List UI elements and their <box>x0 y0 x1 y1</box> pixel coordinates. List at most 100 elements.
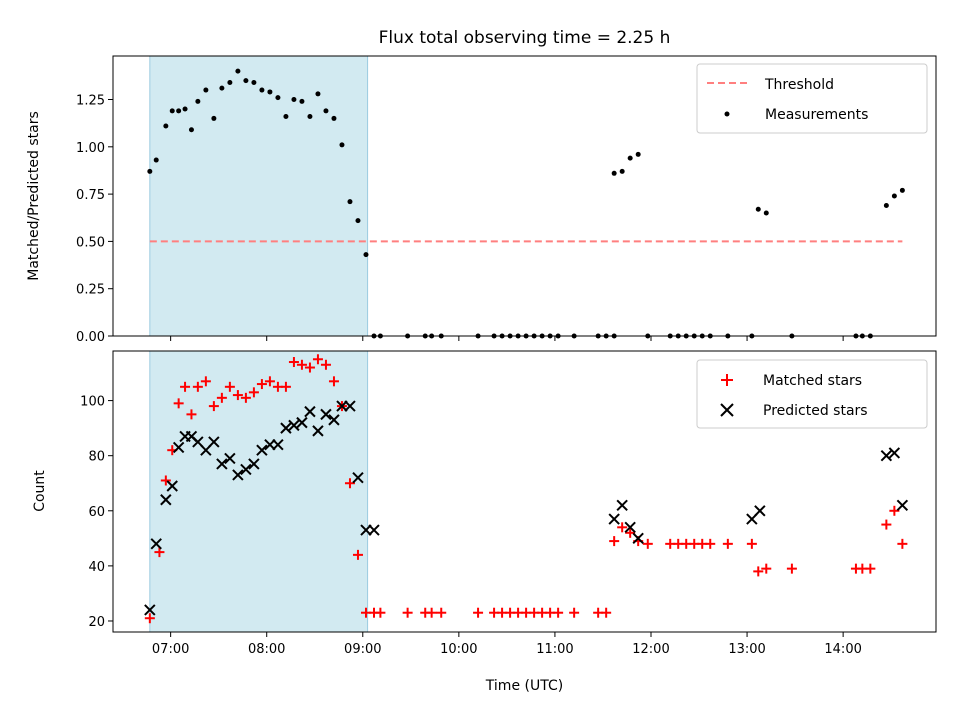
predicted-star-point <box>754 505 766 517</box>
matched-star-point <box>248 387 259 398</box>
predicted-star-point <box>172 441 185 454</box>
x-tick-label: 12:00 <box>632 642 669 657</box>
predicted-star-point <box>880 449 893 462</box>
measurement-point <box>251 79 257 85</box>
predicted-star-point <box>150 538 162 550</box>
measurement-point <box>883 202 889 208</box>
top-axes-frame <box>112 55 937 337</box>
predicted-star-point <box>632 532 644 545</box>
legend-threshold-label: Threshold <box>764 77 834 93</box>
predicted-star-point <box>232 469 244 481</box>
top-legend: Threshold Measurements <box>696 63 928 134</box>
x-tick-label: 11:00 <box>536 642 573 657</box>
matched-star-point <box>617 522 628 533</box>
bottom-observing-span <box>149 350 369 633</box>
measurement-point <box>243 78 249 84</box>
bottom-y-tick-label: 80 <box>88 450 105 465</box>
matched-star-point <box>256 379 267 390</box>
measurement-point <box>283 114 289 120</box>
x-tick-label: 10:00 <box>440 642 477 657</box>
matched-star-point <box>173 398 184 409</box>
top-y-tick-label: 1.00 <box>76 141 105 156</box>
matched-star-point <box>160 475 171 486</box>
top-y-tick-label: 0.75 <box>76 188 105 203</box>
measurement-point <box>363 252 369 258</box>
predicted-star-point <box>312 425 324 437</box>
matched-star-point <box>328 376 339 387</box>
measurement-point <box>188 127 194 133</box>
x-tick-label: 09:00 <box>344 642 381 657</box>
top-axis-ticks: 0.00 0.25 0.50 0.75 1.00 1.25 <box>76 94 844 345</box>
matched-star-point <box>344 478 355 489</box>
top-legend-box <box>696 63 928 134</box>
top-chart-title: Flux total observing time = 2.25 h <box>379 28 671 48</box>
predicted-star-point <box>344 400 356 412</box>
bottom-panel: 07:00 08:00 09:00 10:00 11:00 12:00 13:00 14:00… <box>32 350 937 694</box>
matched-star-point <box>436 607 447 618</box>
matched-star-point <box>761 563 772 574</box>
legend-measurements-label: Measurements <box>765 107 868 123</box>
matched-star-point <box>154 547 165 558</box>
predicted-star-point <box>368 524 380 536</box>
predicted-star-point <box>888 447 901 459</box>
matched-star-point <box>320 359 331 370</box>
measurement-point <box>627 155 633 161</box>
matched-star-point <box>208 401 219 412</box>
predicted-star-point <box>624 521 636 534</box>
top-observing-span <box>149 55 369 337</box>
matched-star-point <box>186 409 197 420</box>
top-y-tick-label: 0.50 <box>76 235 105 250</box>
predicted-star-point <box>896 499 909 511</box>
measurement-point <box>339 142 345 148</box>
matched-star-point <box>705 538 716 549</box>
legend-matched-label: Matched stars <box>763 373 862 389</box>
predicted-stars-points <box>144 400 909 616</box>
matched-star-point <box>296 359 307 370</box>
bottom-legend-box <box>696 359 928 429</box>
matched-star-point <box>569 607 580 618</box>
predicted-star-point <box>248 458 260 470</box>
measurement-point <box>755 206 761 212</box>
matched-star-point <box>753 566 764 577</box>
bottom-y-tick-label: 100 <box>80 395 105 410</box>
top-panel: 0.00 0.25 0.50 0.75 1.00 1.25 Flux total obse… <box>26 28 937 345</box>
legend-matched-swatch <box>721 374 733 386</box>
predicted-star-point <box>208 436 220 448</box>
matched-star-point <box>264 376 275 387</box>
measurement-point <box>211 115 217 121</box>
bottom-y-tick-label: 40 <box>88 560 105 575</box>
matched-star-point <box>426 607 437 618</box>
measurement-point <box>227 79 233 85</box>
measurement-point <box>307 114 313 120</box>
predicted-star-point <box>616 499 628 511</box>
matched-star-point <box>625 527 636 538</box>
matched-star-point <box>192 381 203 392</box>
legend-predicted-label: Predicted stars <box>763 403 868 419</box>
measurement-point <box>147 168 153 174</box>
matched-star-point <box>288 357 299 368</box>
measurement-point <box>169 108 175 114</box>
bottom-axis-ticks: 07:00 08:00 09:00 10:00 11:00 12:00 13:00 14:00… <box>80 395 862 657</box>
x-tick-label: 08:00 <box>248 642 285 657</box>
measurement-point <box>176 108 182 114</box>
top-y-tick-label: 1.25 <box>76 94 105 109</box>
matched-star-point <box>402 607 413 618</box>
measurement-point <box>203 87 209 93</box>
x-tick-label: 13:00 <box>728 642 765 657</box>
predicted-star-point <box>144 604 156 616</box>
top-y-tick-label: 0.00 <box>76 330 105 345</box>
matched-star-point <box>180 381 191 392</box>
measurement-point <box>219 85 225 91</box>
matched-star-point <box>473 607 484 618</box>
bottom-y-tick-label: 20 <box>88 615 105 630</box>
bottom-x-axis-label: Time (UTC) <box>485 678 563 694</box>
matched-star-point <box>312 354 323 365</box>
matched-star-point <box>375 607 386 618</box>
matched-star-point <box>889 505 900 516</box>
predicted-star-point <box>224 452 236 465</box>
predicted-star-point <box>216 458 228 470</box>
matched-star-point <box>609 536 620 547</box>
predicted-star-point <box>240 463 252 476</box>
measurement-point <box>619 168 625 174</box>
